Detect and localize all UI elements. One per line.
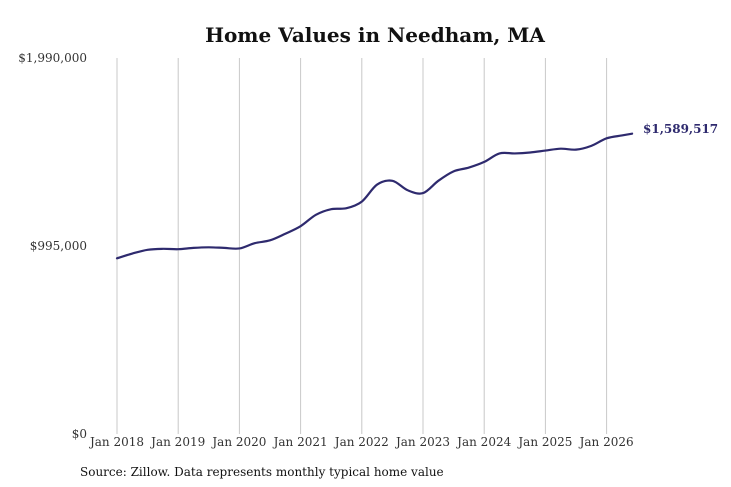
x-tick-label: Jan 2024	[455, 435, 511, 449]
x-tick-label: Jan 2021	[272, 435, 328, 449]
y-axis-tick-labels: $0 $995,000 $1,990,000	[18, 51, 87, 441]
x-tick-label: Jan 2019	[149, 435, 205, 449]
home-value-line	[115, 132, 634, 260]
y-tick-label: $1,990,000	[18, 51, 87, 65]
vertical-gridlines	[116, 58, 608, 434]
x-tick-label: Jan 2018	[88, 435, 144, 449]
y-tick-label: $0	[72, 427, 87, 441]
x-tick-label: Jan 2023	[394, 435, 450, 449]
source-note: Source: Zillow. Data represents monthly …	[80, 465, 444, 479]
chart-title: Home Values in Needham, MA	[205, 23, 545, 47]
y-tick-label: $995,000	[30, 239, 87, 253]
x-tick-label: Jan 2022	[333, 435, 389, 449]
x-axis-tick-labels: Jan 2018 Jan 2019 Jan 2020 Jan 2021 Jan 2022…	[88, 435, 634, 449]
x-tick-label: Jan 2020	[210, 435, 266, 449]
x-tick-label: Jan 2025	[516, 435, 572, 449]
x-tick-label: Jan 2026	[578, 435, 634, 449]
latest-value-label: $1,589,517	[643, 122, 718, 136]
